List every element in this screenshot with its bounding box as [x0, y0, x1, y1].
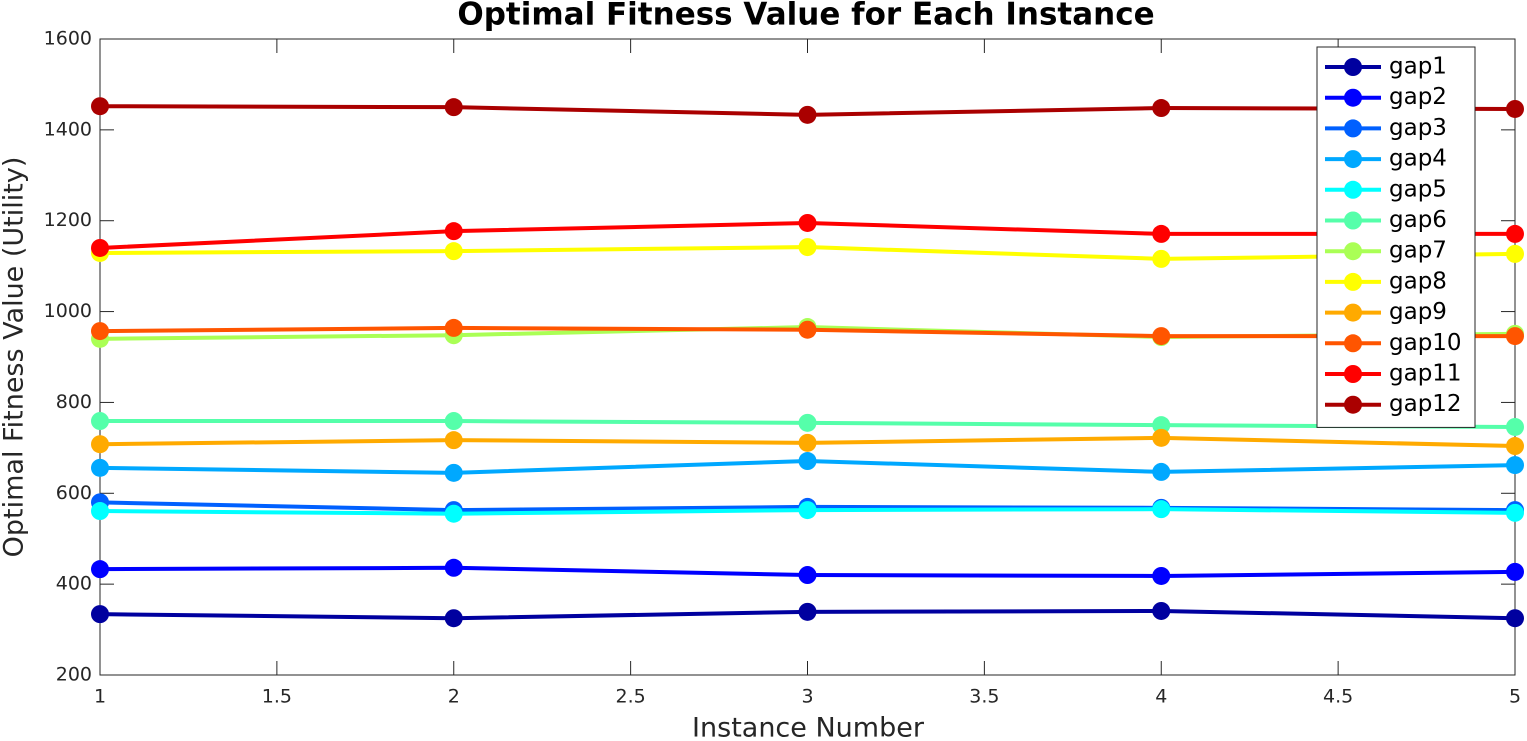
- x-tick-label: 2: [448, 686, 460, 708]
- point: [1152, 416, 1171, 435]
- point: [91, 412, 109, 431]
- point: [1506, 456, 1524, 475]
- point: [798, 413, 817, 432]
- legend-label: gap3: [1389, 115, 1447, 141]
- point: [798, 105, 817, 124]
- y-tick-label: 1000: [44, 300, 92, 322]
- point: [444, 558, 463, 577]
- y-axis-label: Optimal Fitness Value (Utility): [0, 157, 30, 558]
- y-tick-label: 1200: [44, 209, 92, 231]
- point: [444, 463, 463, 482]
- legend-label: gap2: [1389, 84, 1447, 110]
- point: [91, 97, 109, 116]
- point: [444, 318, 463, 337]
- point: [1506, 562, 1524, 581]
- point: [1506, 99, 1524, 118]
- point: [798, 433, 817, 452]
- point: [1152, 224, 1171, 243]
- point: [798, 566, 817, 585]
- legend-label: gap7: [1389, 238, 1447, 264]
- point: [444, 222, 463, 241]
- point: [798, 452, 817, 471]
- legend-marker: [1344, 395, 1362, 414]
- chart-title: Optimal Fitness Value for Each Instance: [457, 0, 1154, 33]
- point: [91, 238, 109, 257]
- point: [1506, 437, 1524, 456]
- point: [444, 431, 463, 450]
- x-tick-label: 4: [1155, 686, 1167, 708]
- y-tick-label: 400: [56, 573, 92, 595]
- legend-marker: [1344, 211, 1362, 230]
- point: [1152, 249, 1171, 268]
- point: [798, 213, 817, 232]
- x-tick-label: 4.5: [1323, 686, 1353, 708]
- point: [444, 609, 463, 628]
- point: [1152, 327, 1171, 346]
- legend-marker: [1344, 58, 1362, 76]
- point: [1506, 609, 1524, 628]
- point: [444, 242, 463, 261]
- y-tick-label: 1600: [44, 28, 92, 50]
- x-tick-label: 2.5: [616, 686, 646, 708]
- point: [798, 602, 817, 621]
- point: [1506, 417, 1524, 436]
- point: [1506, 327, 1524, 346]
- legend-marker: [1344, 272, 1362, 291]
- point: [1152, 462, 1171, 481]
- point: [444, 98, 463, 117]
- x-tick-label: 3: [801, 686, 813, 708]
- x-tick-label: 5: [1509, 686, 1521, 708]
- point: [1152, 500, 1171, 519]
- point: [444, 412, 463, 431]
- point: [91, 605, 109, 624]
- y-tick-label: 800: [56, 391, 92, 413]
- legend-marker: [1344, 303, 1362, 322]
- legend-label: gap4: [1389, 146, 1447, 172]
- point: [1506, 244, 1524, 263]
- legend-marker: [1344, 150, 1362, 169]
- point: [798, 320, 817, 339]
- point: [798, 238, 817, 257]
- legend-marker: [1344, 365, 1362, 383]
- point: [444, 504, 463, 523]
- point: [91, 322, 109, 341]
- y-tick-label: 600: [56, 482, 92, 504]
- legend-label: gap8: [1389, 268, 1447, 294]
- point: [1506, 503, 1524, 522]
- legend-label: gap6: [1389, 207, 1447, 233]
- legend-marker: [1344, 180, 1362, 199]
- x-axis-label: Instance Number: [692, 713, 925, 741]
- point: [91, 560, 109, 579]
- x-tick-label: 1: [94, 686, 106, 708]
- legend-label: gap10: [1389, 330, 1462, 356]
- legend-marker: [1344, 242, 1362, 261]
- point: [1152, 428, 1171, 447]
- x-tick-label: 3.5: [969, 686, 999, 708]
- legend-marker: [1344, 88, 1362, 107]
- point: [1152, 601, 1171, 620]
- point: [1152, 99, 1171, 118]
- point: [91, 502, 109, 521]
- x-tick-label: 1.5: [262, 686, 292, 708]
- point: [91, 435, 109, 454]
- point: [91, 458, 109, 477]
- y-tick-label: 200: [56, 664, 92, 686]
- point: [1506, 224, 1524, 243]
- legend-label: gap1: [1389, 54, 1447, 80]
- legend-label: gap12: [1389, 391, 1462, 417]
- legend-marker: [1344, 119, 1362, 138]
- legend-label: gap11: [1389, 361, 1462, 387]
- point: [1152, 566, 1171, 585]
- y-tick-label: 1400: [44, 118, 92, 140]
- legend-marker: [1344, 334, 1362, 353]
- legend-box: [1316, 46, 1476, 428]
- legend-label: gap9: [1389, 299, 1447, 325]
- point: [798, 501, 817, 520]
- legend-label: gap5: [1389, 176, 1447, 202]
